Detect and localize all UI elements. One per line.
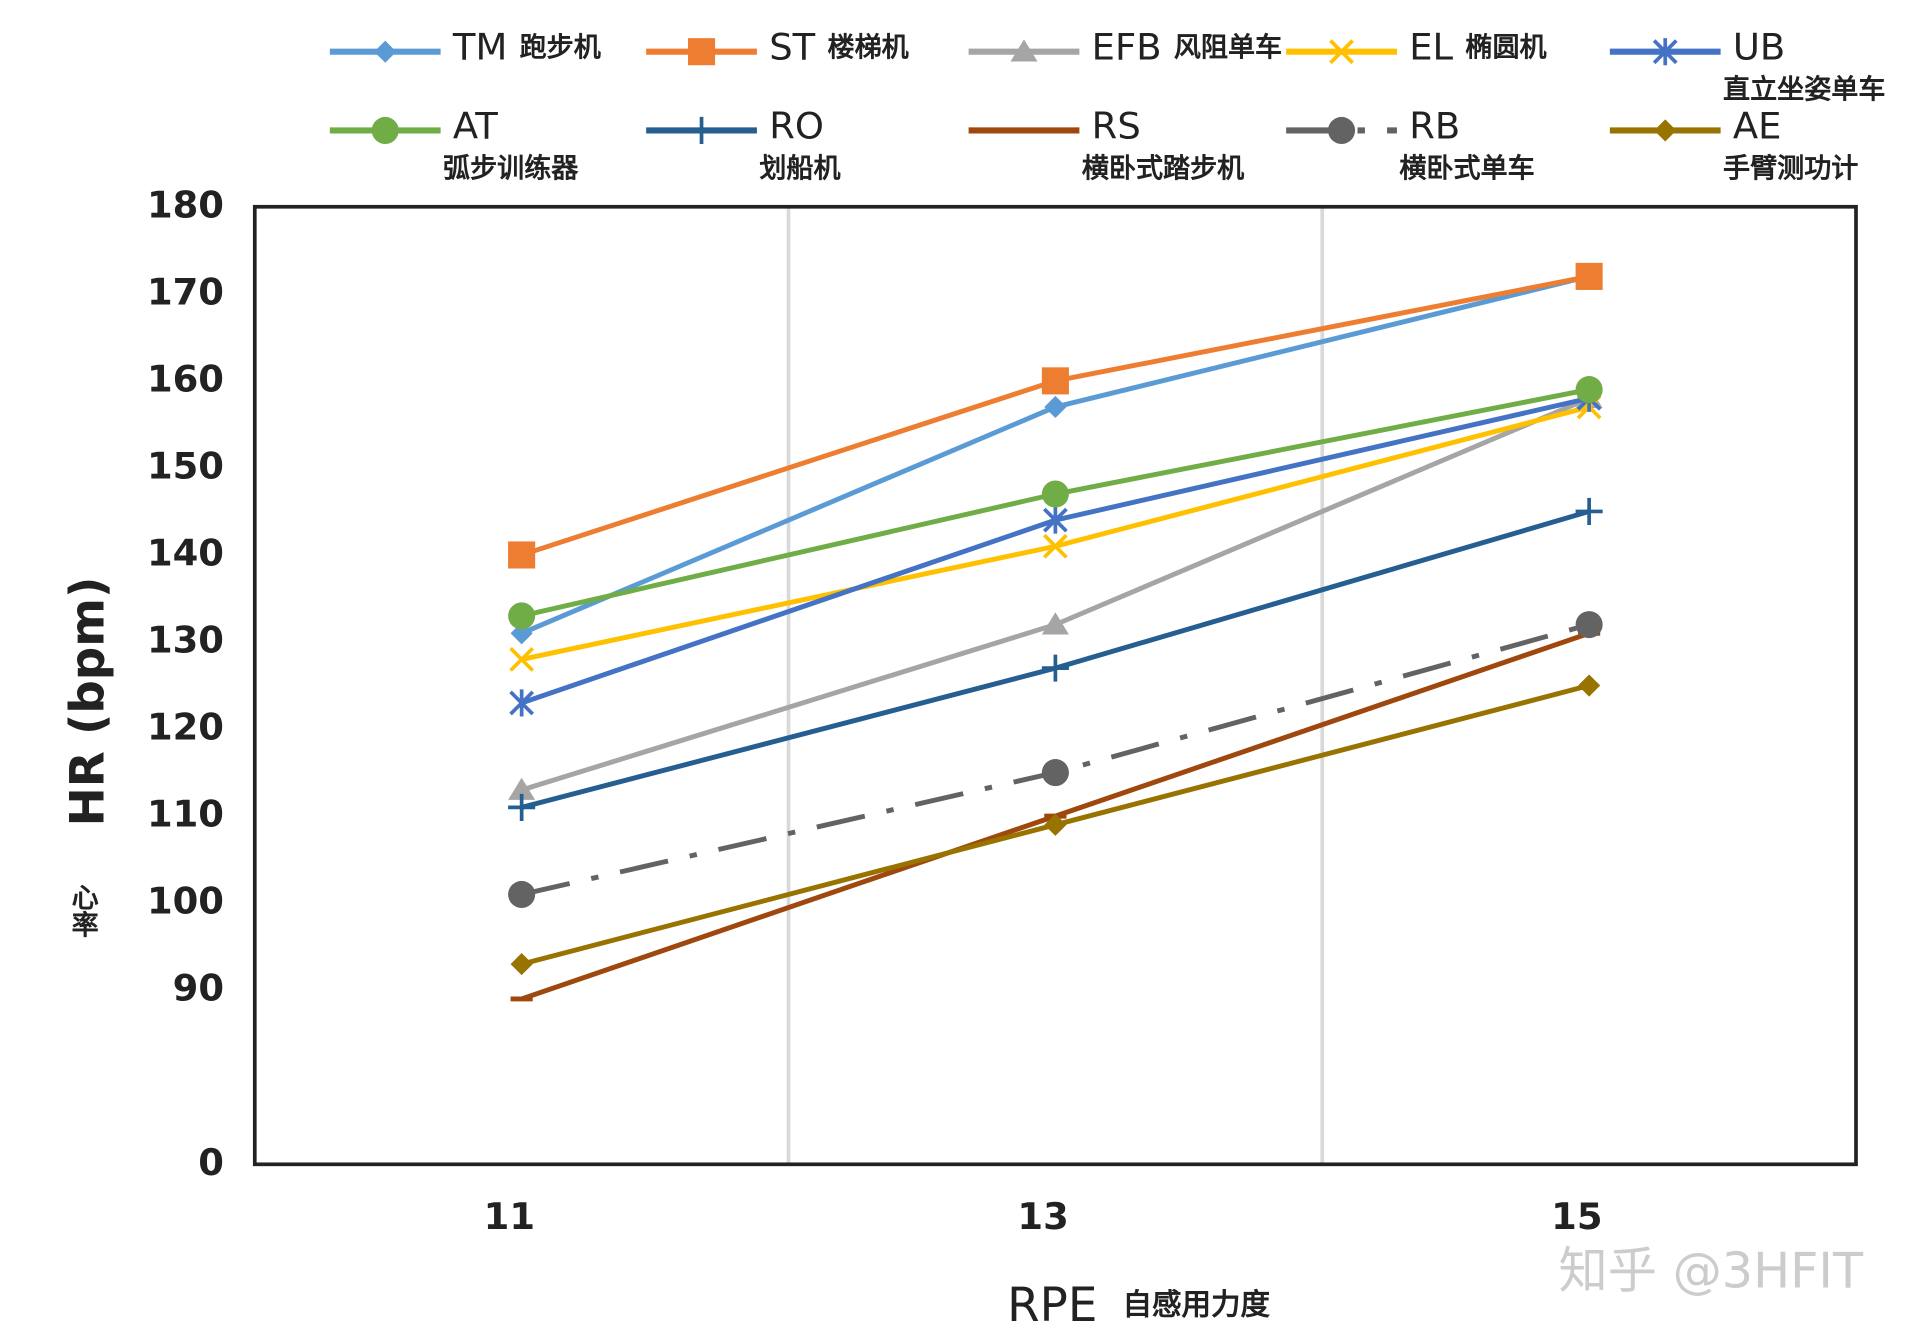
marker xyxy=(1041,654,1069,682)
legend-label: UB xyxy=(1733,26,1785,69)
legend-label: TM xyxy=(452,26,507,69)
y-tick-label: 130 xyxy=(147,619,224,662)
marker xyxy=(1575,611,1603,639)
marker xyxy=(371,116,399,144)
y-axis-label-sub: 心率 xyxy=(67,884,99,938)
y-tick-label: 160 xyxy=(147,357,224,400)
y-tick-label: 170 xyxy=(147,270,224,313)
legend-label-sub: 弧步训练器 xyxy=(443,152,579,184)
y-tick-label: 180 xyxy=(147,183,224,226)
y-tick-label: 90 xyxy=(173,967,224,1010)
legend-label: EFB xyxy=(1092,26,1162,69)
legend-label: ST xyxy=(769,26,815,69)
watermark: 知乎 @3HFIT xyxy=(1559,1241,1864,1299)
marker xyxy=(1575,376,1603,404)
x-axis-label-sub: 自感用力度 xyxy=(1122,1287,1270,1321)
legend-label-sub: 划船机 xyxy=(759,152,840,184)
marker xyxy=(509,689,535,717)
legend-label: AT xyxy=(453,104,498,147)
marker xyxy=(509,647,535,672)
series-line xyxy=(520,396,1591,793)
x-axis-label: RPE xyxy=(1007,1279,1097,1333)
y-tick-label: 140 xyxy=(147,531,224,574)
y-axis-label: HR (bpm) xyxy=(62,577,116,827)
x-tick-label: 11 xyxy=(484,1195,535,1238)
marker xyxy=(508,777,536,800)
y-tick-label: 0 xyxy=(198,1141,224,1184)
marker xyxy=(1043,506,1068,534)
marker xyxy=(1575,497,1603,525)
legend-label: RS xyxy=(1092,104,1141,147)
marker xyxy=(508,793,536,821)
legend-label-sub: 横卧式踏步机 xyxy=(1082,153,1244,184)
marker xyxy=(1041,480,1069,508)
marker xyxy=(1652,38,1678,66)
marker xyxy=(374,40,397,63)
legend-label-sub: 跑步机 xyxy=(520,33,601,64)
legend-label-sub: 横卧式单车 xyxy=(1399,152,1534,184)
marker xyxy=(510,953,533,976)
x-tick-label: 15 xyxy=(1551,1195,1602,1238)
legend-label-sub: 椭圆机 xyxy=(1465,33,1546,64)
marker xyxy=(1041,759,1069,787)
legend-label: RB xyxy=(1409,104,1460,147)
marker xyxy=(508,541,536,569)
y-tick-label: 110 xyxy=(147,793,224,836)
legend-label: RO xyxy=(769,104,824,147)
marker xyxy=(1328,116,1356,144)
x-tick-label: 13 xyxy=(1017,1195,1068,1238)
plot-frame xyxy=(252,204,1858,1167)
marker xyxy=(1041,612,1069,635)
marker xyxy=(508,880,536,908)
marker xyxy=(1654,119,1677,142)
marker xyxy=(688,116,716,144)
y-tick-label: 120 xyxy=(147,706,224,749)
marker xyxy=(688,38,716,66)
marker xyxy=(1329,39,1354,65)
marker xyxy=(508,602,536,630)
marker xyxy=(1041,367,1069,395)
legend-label: EL xyxy=(1409,26,1453,69)
y-tick-label: 100 xyxy=(147,880,224,923)
legend-label-sub: 手臂测功计 xyxy=(1723,153,1858,184)
marker xyxy=(1043,533,1068,559)
marker xyxy=(1044,395,1067,419)
legend-label: AE xyxy=(1733,104,1782,147)
legend-label-sub: 风阻单车 xyxy=(1174,32,1282,64)
marker xyxy=(1010,39,1038,62)
legend-label-sub: 楼梯机 xyxy=(828,33,909,64)
marker xyxy=(1575,262,1603,290)
y-tick-label: 150 xyxy=(147,444,224,487)
marker xyxy=(1578,674,1601,697)
legend-label-sub: 直立坐姿单车 xyxy=(1723,74,1885,106)
marker xyxy=(1044,813,1067,836)
